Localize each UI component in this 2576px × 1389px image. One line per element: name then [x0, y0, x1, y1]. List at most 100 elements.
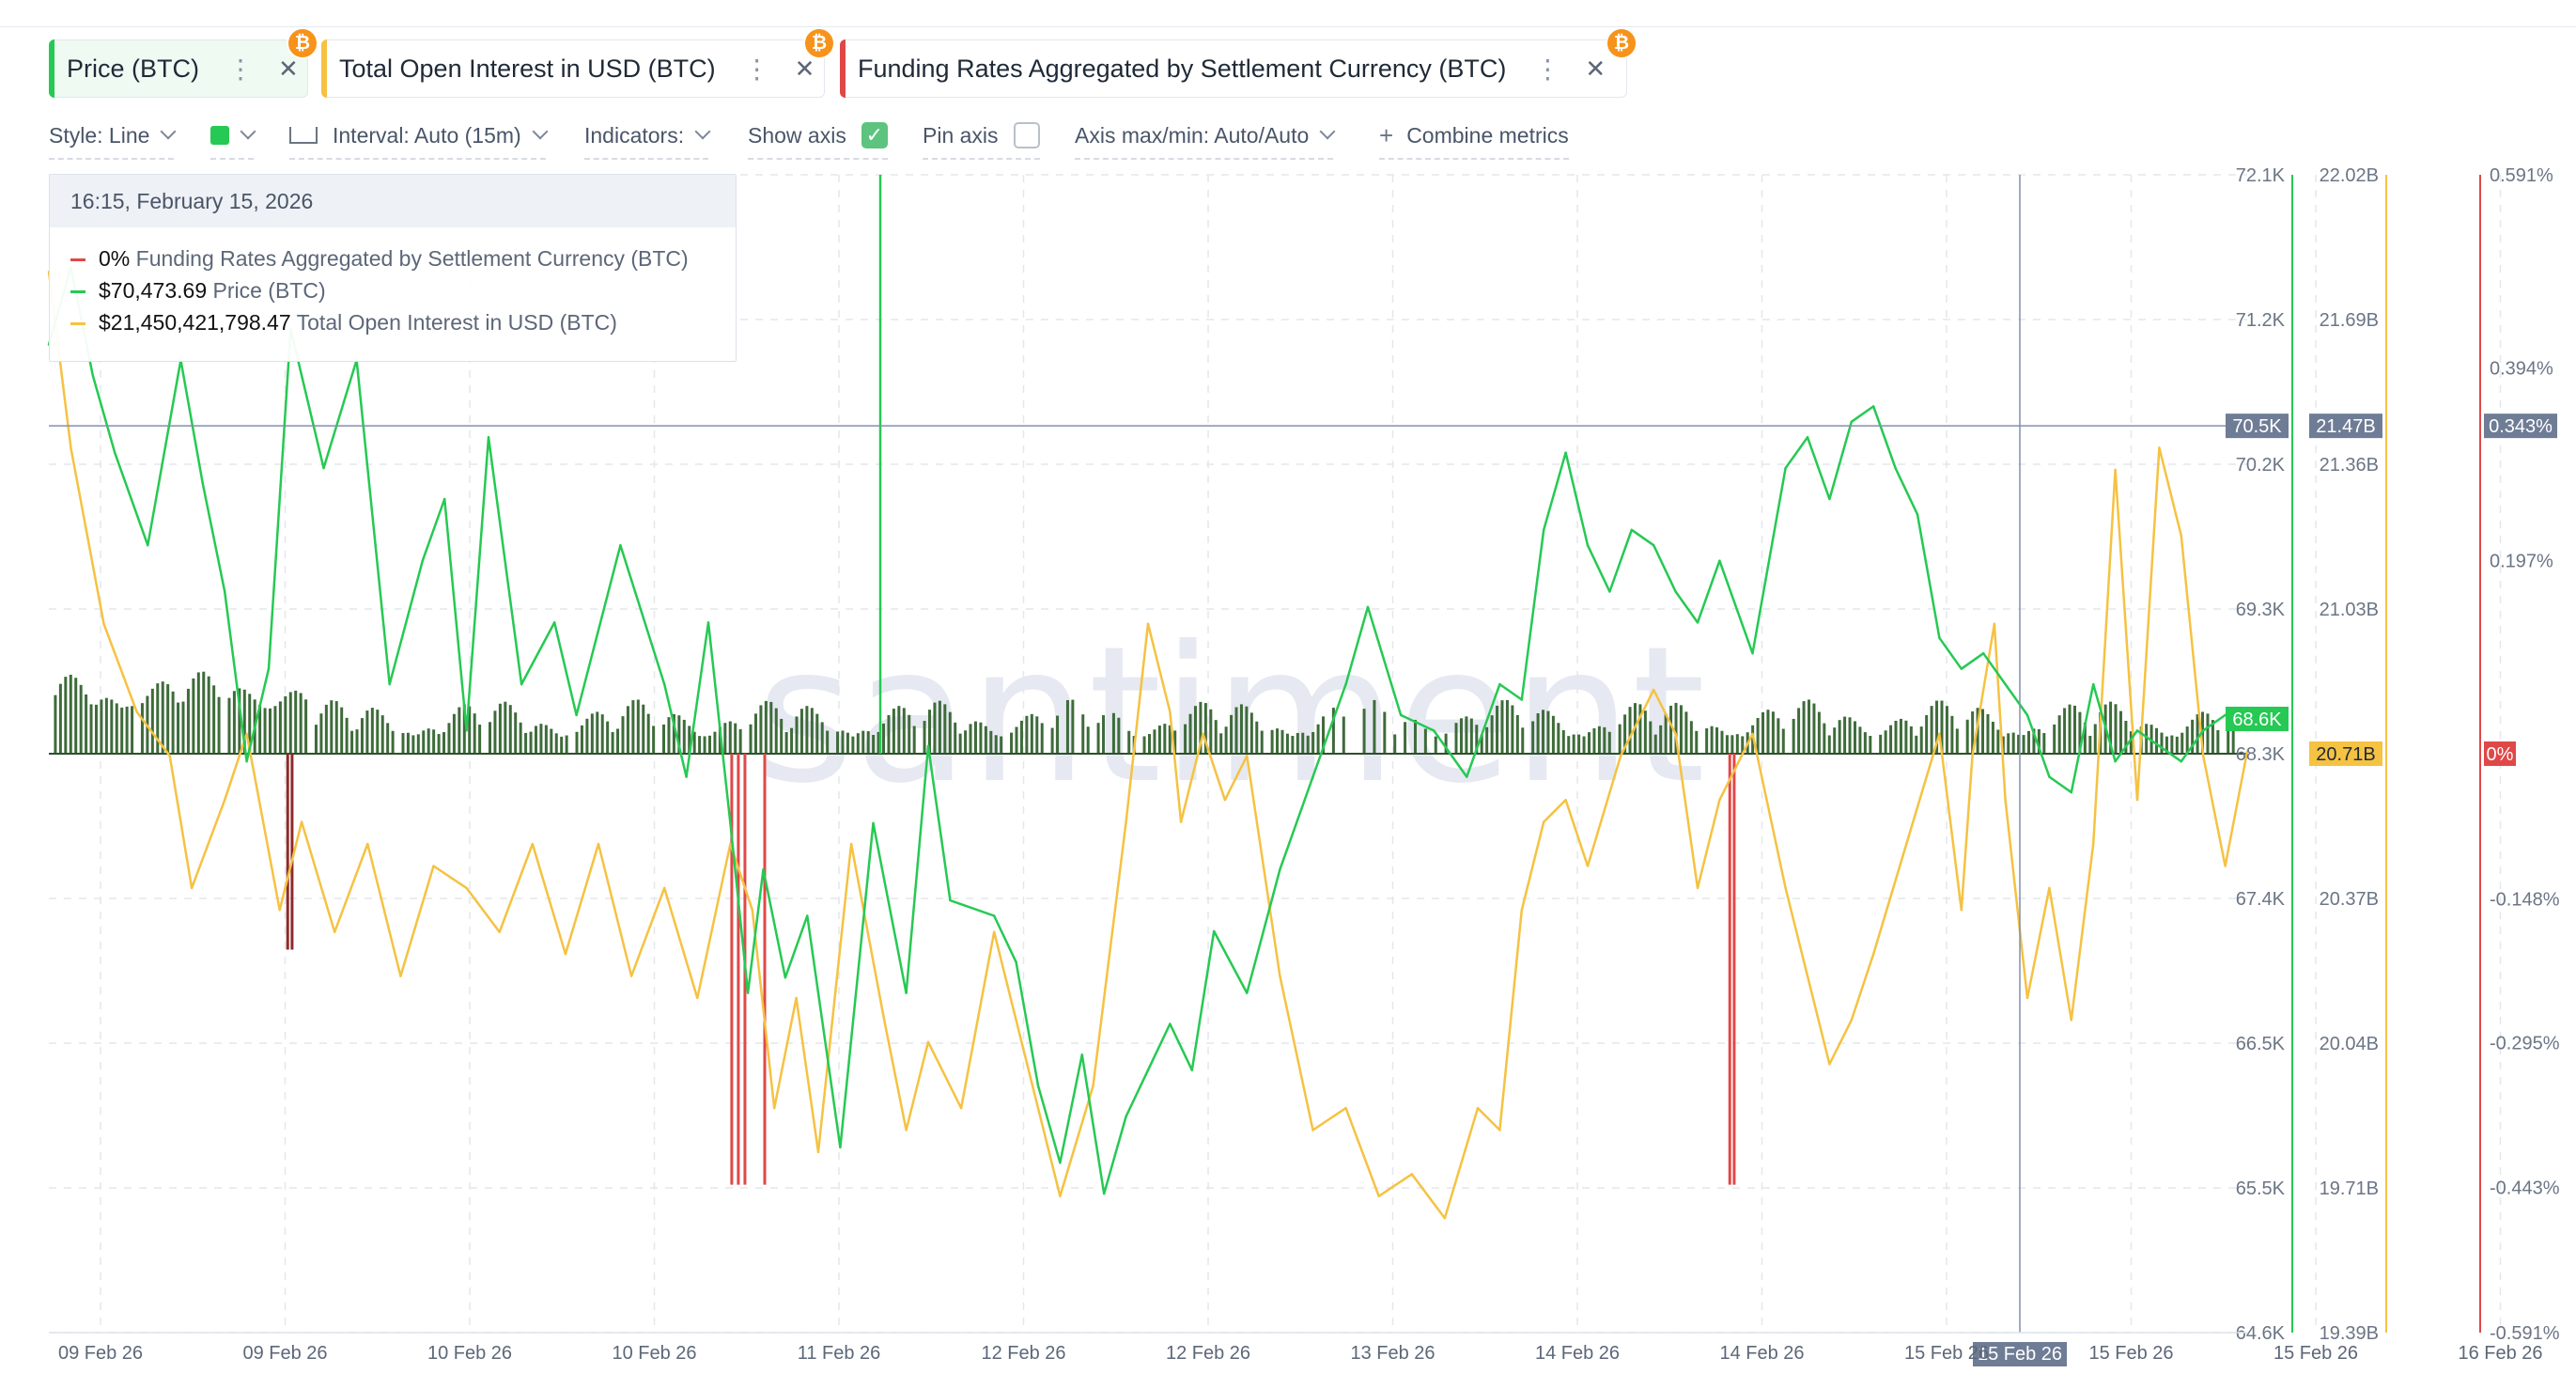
- volume-bar: [544, 725, 548, 754]
- axis-value-badge: [2309, 414, 2382, 439]
- tooltip-value: $21,450,421,798.47: [99, 310, 291, 335]
- funding-bar: [763, 754, 767, 1185]
- volume-bar: [596, 711, 599, 754]
- show-axis-toggle[interactable]: Show axis ✓: [748, 117, 888, 160]
- volume-bar: [248, 694, 252, 754]
- volume-bar: [1582, 736, 1586, 754]
- volume-bar: [1884, 730, 1887, 754]
- data-point: [2114, 760, 2117, 763]
- data-point: [190, 886, 194, 890]
- data-point: [1971, 755, 1974, 757]
- more-icon[interactable]: ⋮: [1534, 54, 1560, 84]
- volume-bar: [1965, 719, 1969, 754]
- volume-bar: [1383, 711, 1387, 754]
- data-point: [629, 975, 633, 977]
- data-point: [1586, 865, 1590, 867]
- data-point: [432, 865, 435, 867]
- volume-bar: [2185, 726, 2189, 754]
- data-point: [1608, 590, 1611, 593]
- checkbox-checked-icon[interactable]: ✓: [861, 122, 888, 148]
- legend-swatch: [70, 258, 85, 262]
- data-point: [421, 559, 424, 562]
- style-dropdown[interactable]: Style: Line: [49, 117, 177, 160]
- data-point: [795, 996, 798, 1000]
- tooltip-value: 0%: [99, 246, 131, 271]
- crosshair-x-label-bg: [1973, 1342, 2067, 1366]
- volume-bar: [1710, 726, 1714, 754]
- volume-bar: [662, 724, 666, 754]
- checkbox-unchecked-icon[interactable]: [1013, 122, 1040, 148]
- volume-bar: [2170, 735, 2174, 754]
- volume-bar: [1157, 726, 1161, 754]
- data-point: [1169, 1022, 1172, 1025]
- volume-bar: [738, 728, 742, 754]
- volume-bar: [498, 703, 502, 754]
- data-point: [1630, 528, 1634, 532]
- indicators-dropdown[interactable]: Indicators:: [584, 117, 711, 160]
- volume-bar: [805, 706, 809, 754]
- data-point: [1103, 1192, 1106, 1195]
- tab-funding-rates[interactable]: Funding Rates Aggregated by Settlement C…: [840, 27, 1637, 98]
- volume-bar: [1894, 720, 1898, 754]
- tab-open-interest[interactable]: Total Open Interest in USD (BTC) ⋮ ✕ ₿: [321, 27, 835, 98]
- combine-metrics-button[interactable]: + Combine metrics: [1379, 117, 1569, 160]
- style-label: Style: Line: [49, 122, 150, 148]
- volume-bar: [948, 711, 952, 754]
- volume-bar: [938, 700, 941, 754]
- data-point: [1894, 466, 1897, 470]
- pin-axis-toggle[interactable]: Pin axis: [923, 117, 1040, 160]
- volume-bar: [877, 731, 880, 754]
- volume-bar: [131, 706, 134, 754]
- close-icon[interactable]: ✕: [1585, 54, 1606, 83]
- volume-bar: [631, 700, 635, 754]
- data-point: [663, 682, 666, 686]
- volume-bar: [1413, 719, 1417, 754]
- tab-price[interactable]: Price (BTC) ⋮ ✕ ₿: [49, 27, 318, 98]
- volume-bar: [258, 704, 262, 754]
- volume-bar: [150, 688, 154, 754]
- data-point: [487, 436, 490, 439]
- data-point: [1718, 559, 1721, 562]
- volume-bar: [1050, 727, 1054, 754]
- volume-bar: [1802, 701, 1806, 754]
- volume-bar: [600, 714, 604, 754]
- close-icon[interactable]: ✕: [278, 54, 299, 83]
- volume-bar: [1833, 727, 1837, 754]
- volume-bar: [1766, 710, 1770, 754]
- volume-bar: [826, 730, 830, 754]
- volume-bar: [1127, 730, 1131, 754]
- data-point: [1433, 729, 1435, 732]
- more-icon[interactable]: ⋮: [743, 54, 770, 84]
- volume-bar: [1214, 720, 1218, 754]
- volume-bar: [314, 725, 318, 754]
- close-icon[interactable]: ✕: [794, 54, 815, 83]
- volume-bar: [1720, 730, 1724, 754]
- color-picker[interactable]: [210, 117, 256, 160]
- data-point: [2135, 729, 2139, 732]
- volume-bar: [1551, 715, 1555, 754]
- volume-bar: [69, 674, 72, 754]
- volume-bar: [973, 721, 977, 754]
- data-point: [2224, 865, 2227, 867]
- interval-dropdown[interactable]: Interval: Auto (15m): [289, 117, 549, 160]
- color-swatch: [210, 126, 229, 145]
- data-point: [1653, 688, 1655, 692]
- data-point: [135, 710, 138, 713]
- volume-bar: [299, 693, 303, 754]
- date-axis: 09 Feb 26 09 Feb 26 10 Feb 26 10 Feb 26 11 F…: [49, 1332, 2543, 1364]
- data-point: [366, 842, 369, 846]
- data-point: [816, 1150, 820, 1154]
- more-icon[interactable]: ⋮: [227, 54, 254, 84]
- x-tick-label: 14 Feb 26: [1719, 1343, 1804, 1364]
- axis-tick-label: 19.71B: [2320, 1178, 2379, 1199]
- volume-bar: [1689, 721, 1693, 754]
- axis-tick-label: -0.148%: [2490, 889, 2560, 910]
- axis-maxmin-dropdown[interactable]: Axis max/min: Auto/Auto: [1075, 117, 1336, 160]
- volume-bar: [1597, 726, 1601, 754]
- data-point: [1718, 798, 1721, 802]
- data-point: [2180, 534, 2182, 538]
- volume-bar: [1285, 733, 1289, 754]
- volume-bar: [2088, 736, 2092, 754]
- volume-bar: [943, 704, 947, 754]
